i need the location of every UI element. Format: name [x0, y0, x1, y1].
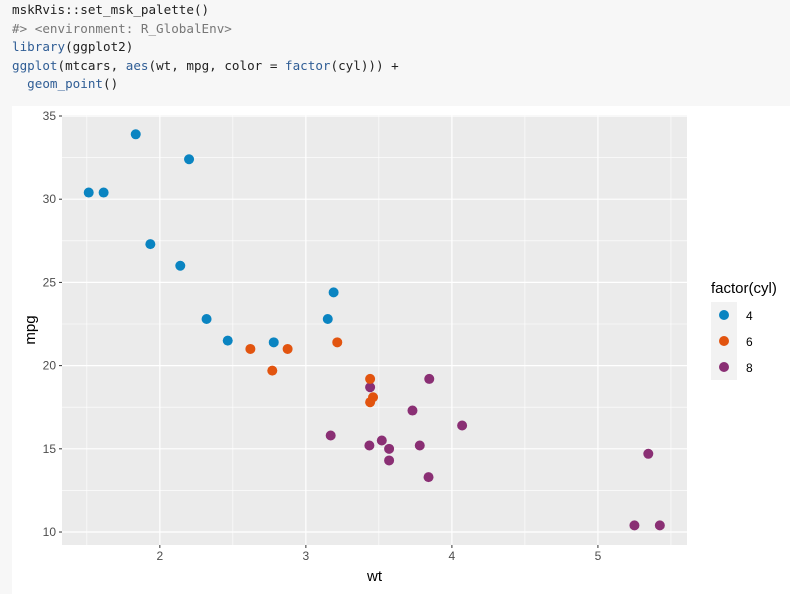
- data-point-cyl-6: [267, 365, 278, 376]
- code-token: (mtcars,: [57, 57, 126, 73]
- y-tick-label: 15: [43, 442, 57, 456]
- data-point-cyl-4: [322, 314, 333, 325]
- legend-key-6: [719, 336, 729, 346]
- code-line: ggplot(mtcars, aes(wt, mpg, color = fact…: [12, 57, 399, 76]
- data-point-cyl-6: [282, 343, 293, 354]
- code-token: (ggplot2): [65, 39, 134, 54]
- data-point-cyl-4: [328, 287, 339, 298]
- y-tick-label: 35: [43, 109, 57, 123]
- x-axis-title: wt: [366, 568, 383, 585]
- x-tick-label: 3: [303, 549, 310, 563]
- data-point-cyl-4: [175, 260, 186, 271]
- data-point-cyl-4: [201, 314, 212, 325]
- code-line: mskRvis::set_msk_palette(): [12, 1, 399, 20]
- legend-title: factor(cyl): [711, 280, 777, 297]
- data-point-cyl-4: [184, 154, 195, 165]
- data-point-cyl-4: [83, 187, 94, 198]
- data-point-cyl-4: [268, 337, 279, 348]
- code-token: (wt, mpg, color =: [148, 57, 285, 73]
- data-point-cyl-4: [222, 335, 233, 346]
- code-token: aes: [125, 57, 149, 73]
- data-point-cyl-8: [414, 440, 425, 451]
- code-line: geom_point(): [12, 75, 399, 94]
- data-point-cyl-8: [384, 443, 395, 454]
- data-point-cyl-8: [457, 420, 468, 431]
- code-token: (cyl))) +: [330, 57, 399, 73]
- plot-panel: [62, 115, 687, 545]
- code-block: mskRvis::set_msk_palette()#> <environmen…: [12, 1, 399, 94]
- data-point-cyl-8: [364, 440, 375, 451]
- data-point-cyl-8: [365, 382, 376, 393]
- code-token: mskRvis::set_msk_palette(): [12, 2, 210, 17]
- data-point-cyl-8: [376, 435, 387, 446]
- data-point-cyl-4: [98, 187, 109, 198]
- legend-key-8: [719, 362, 729, 372]
- data-point-cyl-8: [643, 448, 654, 459]
- data-point-cyl-4: [145, 239, 156, 250]
- y-tick-label: 30: [43, 192, 57, 206]
- data-point-cyl-8: [423, 472, 434, 483]
- data-point-cyl-8: [424, 373, 435, 384]
- code-token: factor: [284, 57, 331, 73]
- legend-label: 4: [746, 309, 753, 323]
- code-token: (): [103, 76, 119, 91]
- code-line: library(ggplot2): [12, 38, 399, 57]
- x-tick-label: 2: [156, 549, 163, 563]
- data-point-cyl-6: [365, 397, 376, 408]
- data-point-cyl-6: [245, 343, 256, 354]
- data-point-cyl-8: [384, 455, 395, 466]
- x-tick-label: 4: [449, 549, 456, 563]
- y-axis-title: mpg: [22, 315, 39, 344]
- legend-label: 8: [746, 361, 753, 375]
- data-point-cyl-6: [332, 337, 343, 348]
- y-tick-label: 20: [43, 359, 57, 373]
- y-tick-label: 25: [43, 275, 57, 289]
- x-tick-label: 5: [595, 549, 602, 563]
- code-token: library: [12, 39, 66, 54]
- legend-label: 6: [746, 335, 753, 349]
- code-token: geom_point: [27, 76, 103, 91]
- code-line: #> <environment: R_GlobalEnv>: [12, 20, 399, 39]
- data-point-cyl-8: [629, 520, 640, 531]
- code-token: #> <environment: R_GlobalEnv>: [12, 20, 232, 36]
- code-token: ggplot: [12, 57, 58, 73]
- y-tick-label: 10: [43, 525, 57, 539]
- data-point-cyl-4: [130, 129, 141, 140]
- data-point-cyl-8: [325, 430, 336, 441]
- data-point-cyl-8: [654, 520, 665, 531]
- data-point-cyl-8: [407, 405, 418, 416]
- legend-key-4: [719, 310, 729, 320]
- data-point-cyl-6: [365, 373, 376, 384]
